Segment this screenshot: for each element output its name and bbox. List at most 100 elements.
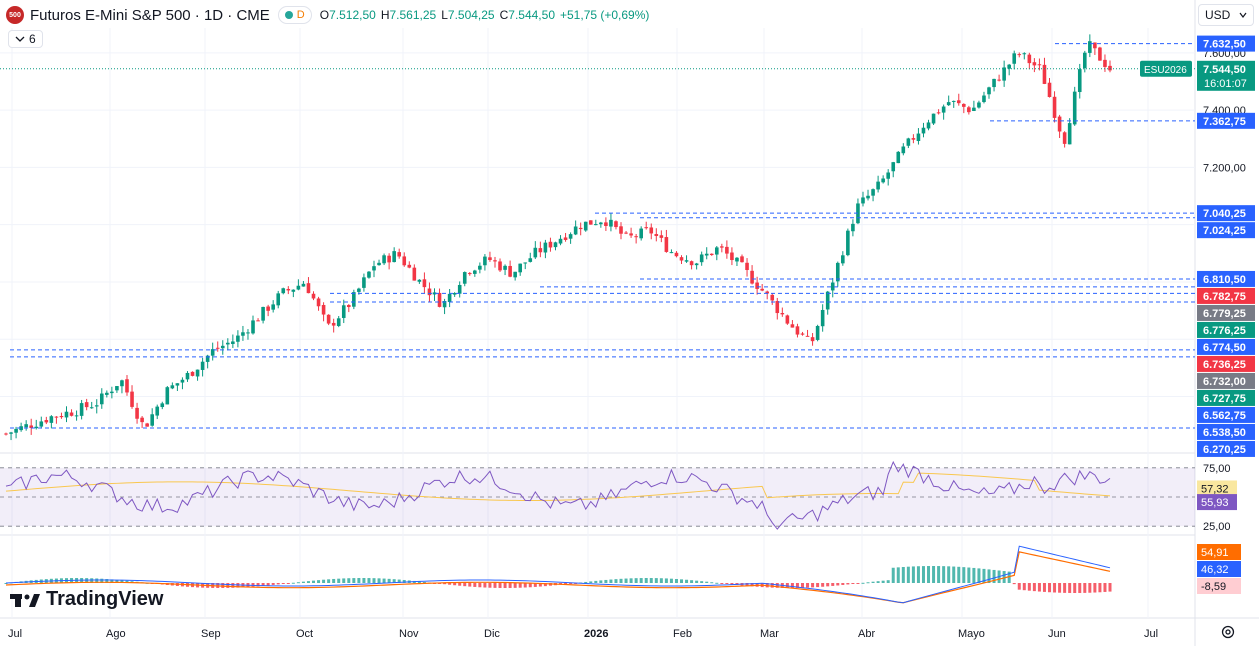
currency-button[interactable]: USD xyxy=(1198,4,1254,26)
macd-line[interactable] xyxy=(5,545,1111,604)
candle-body[interactable] xyxy=(1088,41,1092,53)
candle-body[interactable] xyxy=(604,222,608,226)
candle-body[interactable] xyxy=(110,391,114,394)
candle-body[interactable] xyxy=(533,247,538,258)
candle-body[interactable] xyxy=(1022,53,1027,55)
candle-body[interactable] xyxy=(387,255,391,263)
candle-body[interactable] xyxy=(896,151,901,164)
candle-body[interactable] xyxy=(911,138,916,140)
candle-body[interactable] xyxy=(266,306,270,311)
candle-body[interactable] xyxy=(846,230,850,256)
candle-body[interactable] xyxy=(730,252,734,261)
price-label[interactable] xyxy=(1197,304,1255,321)
rsi-value-label[interactable] xyxy=(1197,494,1237,511)
candle-body[interactable] xyxy=(1052,96,1057,118)
candle-body[interactable] xyxy=(14,428,18,433)
candle-body[interactable] xyxy=(155,406,160,416)
candle-body[interactable] xyxy=(296,285,301,290)
candle-body[interactable] xyxy=(291,289,296,292)
candle-body[interactable] xyxy=(271,304,275,310)
candle-body[interactable] xyxy=(699,254,704,263)
candle-body[interactable] xyxy=(336,318,341,327)
candle-body[interactable] xyxy=(210,349,215,356)
price-label[interactable] xyxy=(1197,321,1255,338)
candle-body[interactable] xyxy=(760,288,764,291)
candle-body[interactable] xyxy=(382,255,386,264)
candle-body[interactable] xyxy=(709,253,714,255)
candle-body[interactable] xyxy=(624,232,628,234)
candle-body[interactable] xyxy=(447,293,452,303)
candle-body[interactable] xyxy=(200,361,205,370)
candle-body[interactable] xyxy=(69,412,74,416)
candle-body[interactable] xyxy=(276,293,281,306)
candle-body[interactable] xyxy=(982,95,986,103)
candle-body[interactable] xyxy=(483,256,487,266)
candle-body[interactable] xyxy=(583,221,588,231)
candle-body[interactable] xyxy=(135,407,139,419)
candle-body[interactable] xyxy=(805,335,810,337)
price-label[interactable] xyxy=(1197,355,1255,372)
candle-body[interactable] xyxy=(150,414,154,426)
candle-body[interactable] xyxy=(473,270,477,274)
candle-body[interactable] xyxy=(1012,53,1017,64)
market-status-pill[interactable]: D xyxy=(277,6,312,24)
candle-body[interactable] xyxy=(755,282,759,289)
candle-body[interactable] xyxy=(241,332,245,336)
candle-body[interactable] xyxy=(720,246,724,248)
candle-body[interactable] xyxy=(568,234,573,239)
candle-body[interactable] xyxy=(1047,82,1052,98)
candle-body[interactable] xyxy=(115,386,119,391)
candle-body[interactable] xyxy=(49,416,54,423)
price-label[interactable] xyxy=(1197,423,1255,440)
candle-body[interactable] xyxy=(367,271,371,278)
candle-body[interactable] xyxy=(326,314,331,324)
candle-body[interactable] xyxy=(654,234,659,236)
candle-body[interactable] xyxy=(886,172,890,179)
candle-body[interactable] xyxy=(467,273,472,275)
candle-body[interactable] xyxy=(34,426,39,429)
candle-body[interactable] xyxy=(765,291,770,294)
candle-body[interactable] xyxy=(876,181,880,190)
candle-body[interactable] xyxy=(745,262,749,271)
macd-value-label[interactable] xyxy=(1197,544,1241,560)
candle-body[interactable] xyxy=(931,113,936,124)
candle-body[interactable] xyxy=(956,100,961,104)
candle-body[interactable] xyxy=(362,277,366,288)
candle-body[interactable] xyxy=(4,433,8,435)
candle-body[interactable] xyxy=(1007,64,1011,69)
candle-body[interactable] xyxy=(195,369,200,377)
macd-value-label[interactable] xyxy=(1197,578,1241,594)
candle-body[interactable] xyxy=(145,423,149,427)
candle-body[interactable] xyxy=(1062,132,1067,144)
candle-body[interactable] xyxy=(614,221,618,228)
candle-body[interactable] xyxy=(392,251,396,263)
candle-body[interactable] xyxy=(573,226,578,235)
candle-body[interactable] xyxy=(992,78,996,88)
candle-body[interactable] xyxy=(906,138,911,146)
price-label[interactable] xyxy=(1197,406,1255,423)
candle-body[interactable] xyxy=(780,313,785,315)
candle-body[interactable] xyxy=(246,332,250,334)
candle-body[interactable] xyxy=(372,266,376,271)
candle-body[interactable] xyxy=(251,320,255,334)
candle-body[interactable] xyxy=(286,288,291,291)
candle-body[interactable] xyxy=(694,263,699,266)
candle-body[interactable] xyxy=(1082,52,1087,69)
candle-body[interactable] xyxy=(835,262,840,282)
candle-body[interactable] xyxy=(714,247,719,255)
candle-body[interactable] xyxy=(588,220,593,225)
candle-body[interactable] xyxy=(563,237,568,240)
candle-body[interactable] xyxy=(397,252,402,257)
candle-body[interactable] xyxy=(175,383,180,386)
candle-body[interactable] xyxy=(901,146,906,154)
candle-body[interactable] xyxy=(810,337,815,342)
candle-body[interactable] xyxy=(1103,59,1107,67)
candle-body[interactable] xyxy=(795,326,800,335)
candle-body[interactable] xyxy=(84,402,89,408)
candle-body[interactable] xyxy=(44,420,49,423)
candle-body[interactable] xyxy=(609,219,613,227)
candle-body[interactable] xyxy=(528,258,533,262)
candle-body[interactable] xyxy=(452,293,457,295)
candle-body[interactable] xyxy=(1067,123,1072,145)
